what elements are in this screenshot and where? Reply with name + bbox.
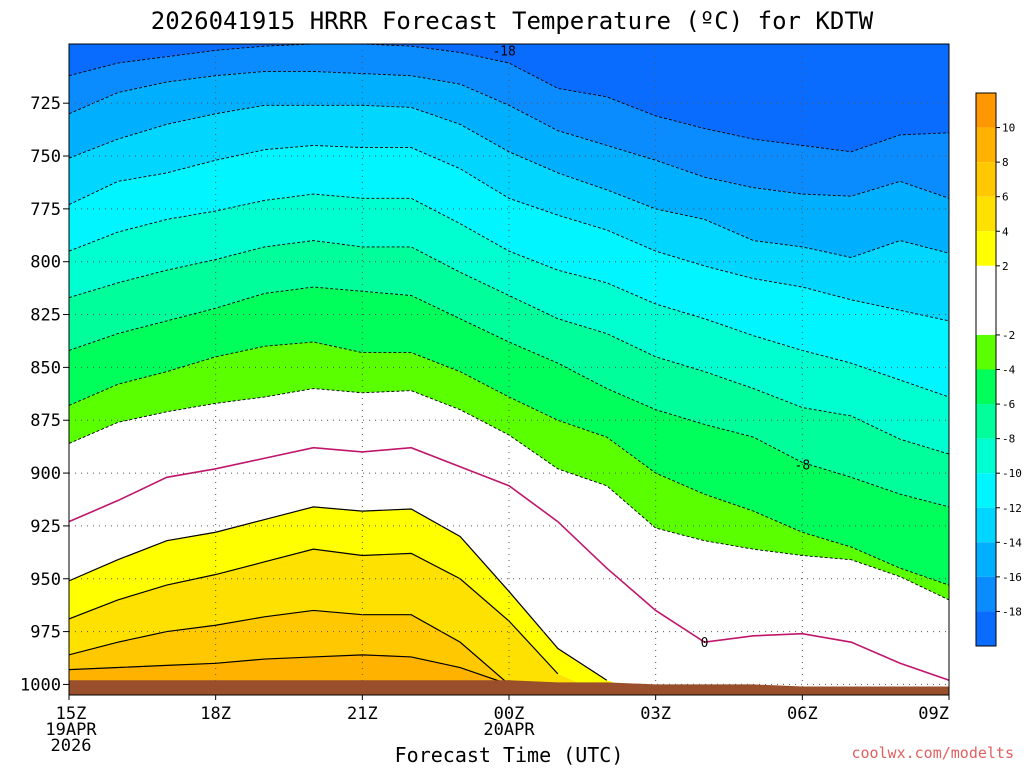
credit-text: coolwx.com/modelts [851,744,1014,762]
fill-band [69,240,949,507]
colorbar-swatch [976,438,996,474]
isotherm-line [69,446,949,681]
colorbar-tick-label: 2 [1002,260,1009,273]
fill-band [69,287,949,586]
fill-band [69,342,949,600]
x-tick-label: 03Z [640,704,671,724]
isotherm-line [69,506,608,681]
isotherm-line [69,388,949,601]
temperature-fills [69,44,949,695]
isotherm-line [69,44,949,153]
colorbar-swatch [976,231,996,266]
isotherm-line [69,145,949,322]
y-tick-label: 975 [30,623,61,643]
ground-fill [69,680,949,695]
x-axis-label: Forecast Time (UTC) [395,743,624,767]
fill-band [69,447,949,695]
x-tick-label: 00Z [494,704,525,724]
contour-label: 0 [701,636,709,651]
colorbar-swatch [976,369,996,405]
y-tick-label: 725 [30,94,61,114]
colorbar-tick-label: -12 [1002,502,1022,515]
fill-band [69,549,949,695]
x-tick-label: 06Z [787,704,818,724]
colorbar-swatch [976,576,996,612]
colorbar-swatch [976,611,996,646]
colorbar-swatch [976,404,996,439]
contour-labels: -12-8-6-4-20-18-80 [492,44,811,651]
x-tick-date: 20APR [483,720,535,740]
fill-band [69,44,949,152]
colorbar-tick-label: -16 [1002,571,1022,584]
grid-lines [69,44,949,695]
y-tick-label: 900 [30,464,61,484]
y-tick-label: 925 [30,517,61,537]
fill-band [69,610,949,695]
fill-band [69,388,949,681]
x-tick-label: 09Z [918,704,949,724]
y-tick-label: 850 [30,358,61,378]
contour-label: -18 [492,44,515,59]
y-tick-label: 800 [30,253,61,273]
fill-band [69,44,949,199]
x-tick-label: 15Z [56,704,87,724]
colorbar-swatch [976,93,996,128]
colorbar-tick-label: -6 [1002,398,1015,411]
y-tick-label: 875 [30,411,61,431]
colorbar: 10 8 6 4 2 -2 -4 -6 -8 -10 -12 -14 -16 -18 [975,92,1022,647]
y-tick-label: 1000 [20,675,61,695]
isotherm-line [69,609,510,685]
colorbar-swatch [976,265,996,335]
fill-band [69,506,949,695]
y-tick-label: 825 [30,306,61,326]
colorbar-swatch [976,162,996,197]
chart-title: 2026041915 HRRR Forecast Temperature (ºC… [151,7,874,35]
x-tick-label: 18Z [200,704,231,724]
contour-label: -8 [795,459,811,474]
fill-band [69,71,949,258]
colorbar-swatch [976,542,996,577]
colorbar-tick-label: -18 [1002,605,1022,618]
colorbar-tick-label: -4 [1002,364,1016,377]
x-tick-label: 21Z [347,704,378,724]
colorbar-tick-label: -8 [1002,433,1015,446]
colorbar-tick-label: 10 [1002,122,1015,135]
isotherm-line [69,71,949,199]
colorbar-swatch [976,507,996,543]
ground-layer [69,680,949,695]
colorbar-tick-label: -2 [1002,329,1015,342]
y-tick-label: 750 [30,147,61,167]
colorbar-swatch [976,334,996,370]
colorbar-tick-label: 8 [1002,156,1009,169]
y-tick-label: 950 [30,570,61,590]
colorbar-swatch [976,473,996,508]
isotherm-line [69,104,949,258]
x-tick-year: 2026 [51,736,92,756]
colorbar-tick-label: -10 [1002,467,1022,480]
y-axis: 725 750 775 800 825 850 875 900 925 950 975 1000 [20,94,69,695]
fill-band [69,105,949,321]
isotherm-line [69,548,559,675]
plot-area: -12-8-6-4-20-18-80 [69,44,949,695]
x-tick-date: 19APR [45,720,97,740]
isotherm-line [69,654,510,685]
colorbar-swatch [976,127,996,163]
y-tick-label: 775 [30,200,61,220]
colorbar-tick-label: 6 [1002,191,1009,204]
isotherm-line [69,341,949,586]
colorbar-tick-label: 4 [1002,225,1009,238]
isotherm-line [69,240,949,455]
colorbar-swatch [976,196,996,232]
colorbar-tick-label: -14 [1002,536,1022,549]
